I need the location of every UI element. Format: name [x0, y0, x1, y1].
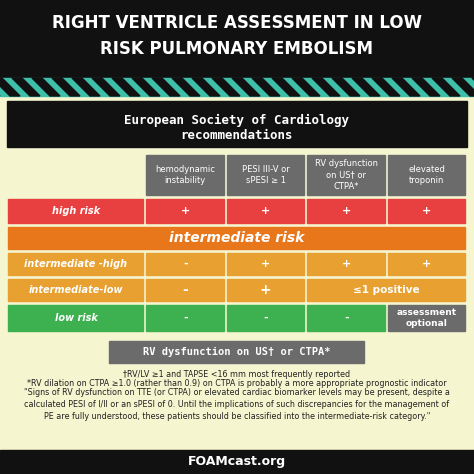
Text: intermediate-low: intermediate-low: [29, 285, 123, 295]
Polygon shape: [272, 78, 300, 96]
Text: +: +: [260, 283, 272, 297]
Bar: [308, 253, 385, 275]
Polygon shape: [0, 78, 20, 96]
Text: *RV dilation on CTPA ≥1.0 (rather than 0.9) on CTPA is probably a more appropria: *RV dilation on CTPA ≥1.0 (rather than 0…: [27, 379, 447, 388]
Bar: [109, 341, 365, 363]
Text: "Signs of RV dysfunction on TTE (or CTPA) or elevated cardiac biomarker levels m: "Signs of RV dysfunction on TTE (or CTPA…: [24, 388, 450, 420]
Text: European Society of Cardiology: European Society of Cardiology: [125, 114, 349, 127]
Polygon shape: [252, 78, 280, 96]
Text: intermediate -high: intermediate -high: [25, 259, 128, 269]
Polygon shape: [212, 78, 240, 96]
Polygon shape: [312, 78, 340, 96]
Text: -: -: [183, 259, 188, 269]
Polygon shape: [472, 78, 474, 96]
Text: +: +: [261, 206, 270, 216]
Bar: [146, 199, 224, 223]
Bar: [9, 279, 144, 301]
Bar: [388, 253, 465, 275]
Text: recommendations: recommendations: [181, 129, 293, 142]
Bar: [0, 450, 474, 474]
Bar: [308, 279, 465, 301]
Polygon shape: [12, 78, 40, 96]
Bar: [227, 253, 304, 275]
Polygon shape: [292, 78, 320, 96]
Polygon shape: [132, 78, 160, 96]
Bar: [388, 199, 465, 223]
Bar: [0, 96, 474, 474]
Text: †RV/LV ≥1 and TAPSE <16 mm most frequently reported: †RV/LV ≥1 and TAPSE <16 mm most frequent…: [123, 370, 351, 379]
Text: elevated
troponin: elevated troponin: [408, 165, 445, 185]
Bar: [146, 279, 224, 301]
Bar: [227, 279, 304, 301]
Text: +: +: [422, 206, 431, 216]
Bar: [388, 155, 465, 195]
Text: hemodynamic
instability: hemodynamic instability: [155, 165, 215, 185]
Bar: [9, 305, 144, 331]
Polygon shape: [172, 78, 200, 96]
Polygon shape: [92, 78, 120, 96]
Bar: [308, 155, 385, 195]
Text: +: +: [422, 259, 431, 269]
Text: ≤1 positive: ≤1 positive: [353, 285, 420, 295]
Text: low risk: low risk: [55, 313, 98, 323]
Bar: [9, 227, 465, 249]
Text: high risk: high risk: [52, 206, 100, 216]
Text: -: -: [182, 283, 188, 297]
Bar: [227, 305, 304, 331]
Text: RV dysfunction
on US† or
CTPA*: RV dysfunction on US† or CTPA*: [315, 159, 378, 191]
Polygon shape: [192, 78, 220, 96]
Text: intermediate risk: intermediate risk: [169, 231, 305, 245]
Bar: [388, 305, 465, 331]
Polygon shape: [112, 78, 140, 96]
Bar: [7, 101, 467, 147]
Polygon shape: [152, 78, 180, 96]
Text: +: +: [342, 206, 351, 216]
Text: -: -: [183, 313, 188, 323]
Bar: [0, 0, 474, 78]
Text: RIGHT VENTRICLE ASSESSMENT IN LOW: RIGHT VENTRICLE ASSESSMENT IN LOW: [52, 14, 422, 32]
Polygon shape: [432, 78, 460, 96]
Polygon shape: [232, 78, 260, 96]
Bar: [227, 155, 304, 195]
Polygon shape: [72, 78, 100, 96]
Text: +: +: [342, 259, 351, 269]
Polygon shape: [32, 78, 60, 96]
Text: RISK PULMONARY EMBOLISM: RISK PULMONARY EMBOLISM: [100, 40, 374, 58]
Bar: [308, 199, 385, 223]
Bar: [9, 253, 144, 275]
Polygon shape: [352, 78, 380, 96]
Bar: [9, 199, 144, 223]
Bar: [146, 253, 224, 275]
Bar: [308, 305, 385, 331]
Text: +: +: [261, 259, 270, 269]
Text: FOAMcast.org: FOAMcast.org: [188, 456, 286, 468]
Bar: [146, 155, 224, 195]
Text: +: +: [181, 206, 190, 216]
Polygon shape: [372, 78, 400, 96]
Polygon shape: [392, 78, 420, 96]
Text: assessment
optional: assessment optional: [397, 308, 457, 328]
Text: PESI III-V or
sPESI ≥ 1: PESI III-V or sPESI ≥ 1: [242, 165, 290, 185]
Polygon shape: [332, 78, 360, 96]
Bar: [227, 199, 304, 223]
Text: -: -: [344, 313, 348, 323]
Polygon shape: [412, 78, 440, 96]
Polygon shape: [52, 78, 80, 96]
Bar: [0, 78, 474, 96]
Bar: [146, 305, 224, 331]
Text: -: -: [264, 313, 268, 323]
Polygon shape: [452, 78, 474, 96]
Text: RV dysfunction on US† or CTPA*: RV dysfunction on US† or CTPA*: [143, 347, 331, 357]
